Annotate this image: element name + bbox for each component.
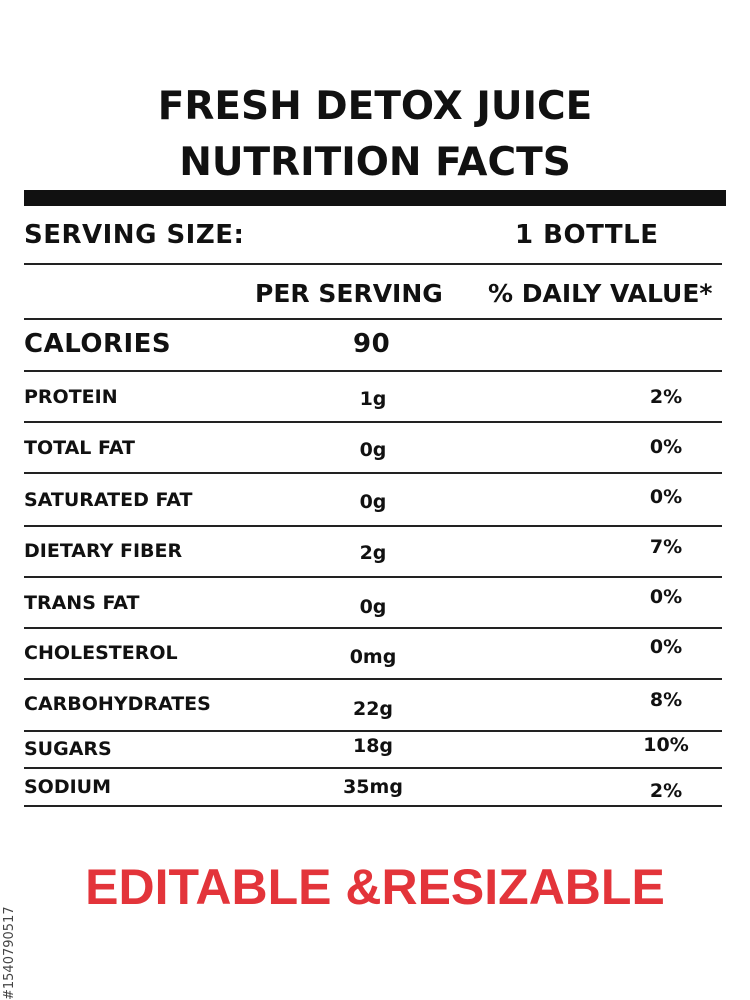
- nutrient-daily-value: 0%: [649, 486, 683, 508]
- nutrient-amount: 18g: [352, 735, 394, 757]
- nutrient-daily-value: 0%: [649, 436, 683, 458]
- daily-value-header: % DAILY VALUE*: [488, 279, 713, 308]
- row-divider: [24, 472, 722, 474]
- nutrient-name: SUGARS: [24, 738, 112, 760]
- stock-id: #1540790517: [2, 906, 17, 1000]
- nutrient-name: PROTEIN: [24, 386, 118, 408]
- nutrient-amount: 0g: [359, 596, 387, 618]
- nutrient-name: DIETARY FIBER: [24, 540, 183, 562]
- per-serving-header: PER SERVING: [255, 279, 443, 308]
- nutrient-amount: 0g: [359, 491, 387, 513]
- nutrient-name: TOTAL FAT: [24, 437, 136, 459]
- nutrient-daily-value: 7%: [649, 536, 683, 558]
- calories-value: 90: [353, 329, 391, 359]
- row-divider: [24, 576, 722, 578]
- row-divider: [24, 767, 722, 769]
- title-line-1: FRESH DETOX JUICE: [157, 84, 593, 129]
- nutrient-daily-value: 0%: [649, 586, 683, 608]
- title-line-2: NUTRITION FACTS: [179, 140, 571, 185]
- nutrient-daily-value: 8%: [649, 689, 683, 711]
- serving-divider: [24, 263, 722, 265]
- nutrient-daily-value: 10%: [643, 734, 689, 756]
- nutrient-amount: 35mg: [343, 776, 403, 798]
- nutrient-name: CARBOHYDRATES: [24, 693, 211, 715]
- nutrient-amount: 1g: [359, 388, 387, 410]
- nutrient-name: SATURATED FAT: [24, 489, 193, 511]
- nutrient-amount: 2g: [359, 542, 387, 564]
- table-bottom-rule: [24, 805, 722, 807]
- nutrient-amount: 0g: [359, 439, 387, 461]
- calories-divider: [24, 370, 722, 372]
- row-divider: [24, 730, 722, 732]
- nutrient-daily-value: 2%: [649, 780, 683, 802]
- serving-size-label: SERVING SIZE:: [24, 220, 245, 250]
- row-divider: [24, 421, 722, 423]
- serving-size-value: 1 BOTTLE: [515, 220, 659, 250]
- editable-resizable-banner: EDITABLE &RESIZABLE: [85, 859, 665, 915]
- nutrient-name: TRANS FAT: [24, 592, 140, 614]
- nutrient-amount: 22g: [352, 698, 394, 720]
- nutrient-name: SODIUM: [24, 776, 112, 798]
- nutrient-daily-value: 0%: [649, 636, 683, 658]
- nutrient-amount: 0mg: [349, 646, 397, 668]
- row-divider: [24, 525, 722, 527]
- nutrient-daily-value: 2%: [649, 386, 683, 408]
- row-divider: [24, 627, 722, 629]
- row-divider: [24, 678, 722, 680]
- calories-label: CALORIES: [24, 329, 172, 359]
- title-divider: [24, 190, 726, 206]
- nutrient-name: CHOLESTEROL: [24, 642, 178, 664]
- header-divider: [24, 318, 722, 320]
